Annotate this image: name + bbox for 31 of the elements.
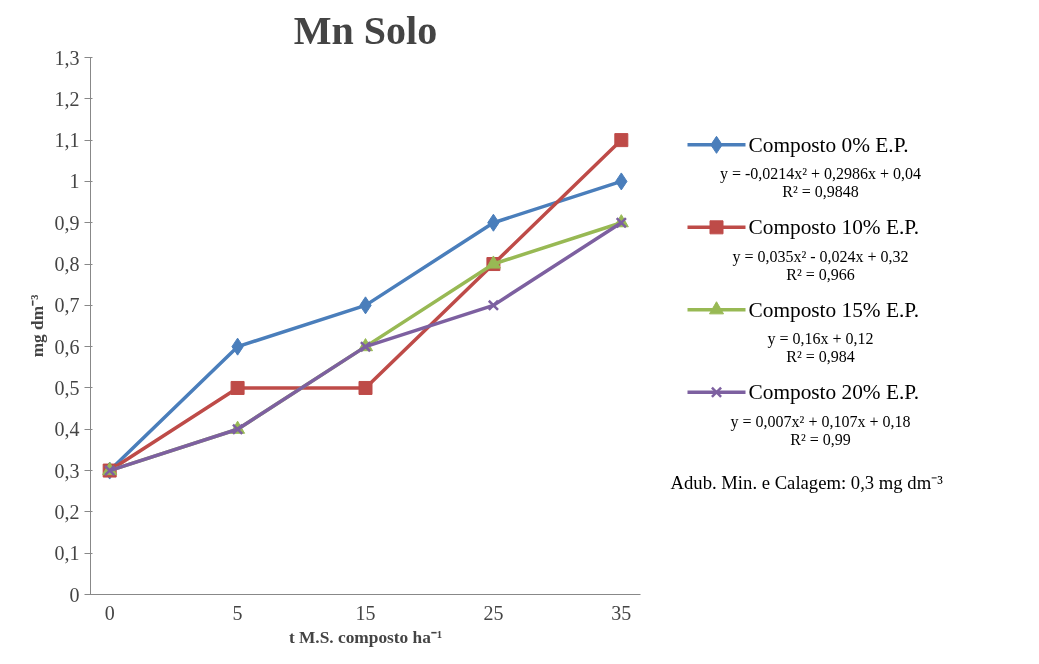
y-tick-label: 1,2 [54,87,80,110]
y-tick-label: 0,7 [54,294,80,317]
chart-title: Mn Solo [293,7,438,53]
legend-label: Composto 20% E.P. [748,380,920,405]
y-tick-label: 0,1 [54,542,80,565]
x-tick-label: 25 [483,601,504,624]
x-tick-label: 0 [104,601,115,624]
text: Adub. Min. e Calagem: 0,3 mg dm⁻³ [670,472,944,494]
y-tick-label: 0,5 [54,376,80,399]
y-tick-label: 0 [69,583,80,606]
y-tick-label: 1 [69,170,80,193]
text: y = 0,035x² - 0,024x + 0,32 R² = 0,966 [732,247,909,283]
x-tick-label: 35 [611,601,632,624]
y-tick-label: 0,2 [54,500,80,523]
text: y = -0,0214x² + 0,2986x + 0,04 R² = 0,9848 [719,165,922,201]
y-tick-label: 1,1 [54,129,80,152]
x-axis-title: t M.S. composto ha⁻¹ [288,627,443,647]
x-tick-label: 5 [232,601,243,624]
legend-label: Composto 10% E.P. [748,215,920,240]
y-tick-label: 0,9 [54,211,80,234]
y-tick-label: 1,3 [54,46,80,69]
y-axis-title: mg dm⁻³ [27,294,47,358]
y-tick-label: 0,8 [54,253,80,276]
y-tick-label: 0,3 [54,459,80,482]
text: y = 0,007x² + 0,107x + 0,18 R² = 0,99 [730,412,911,448]
text: y = 0,16x + 0,12 R² = 0,984 [767,330,874,366]
x-tick-label: 15 [355,601,376,624]
y-tick-label: 0,4 [54,418,80,441]
legend-label: Composto 15% E.P. [748,297,920,322]
y-tick-label: 0,6 [54,335,80,358]
legend-label: Composto 0% E.P. [748,132,909,157]
